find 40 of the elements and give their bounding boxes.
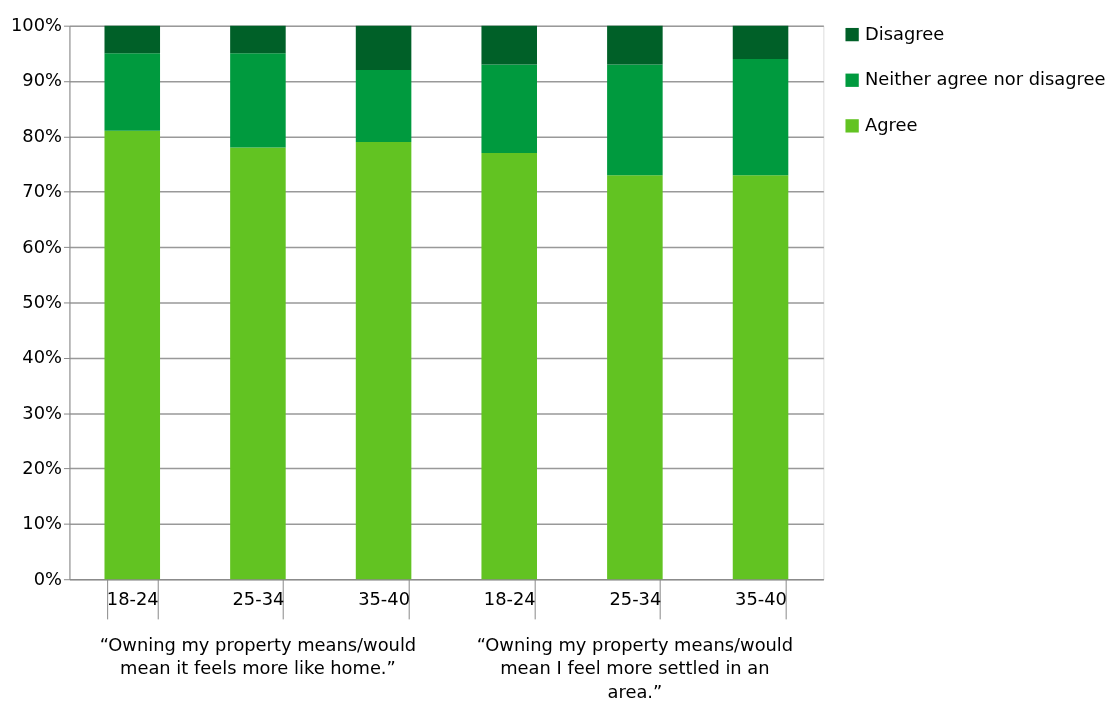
y-tick-label: 90% bbox=[22, 69, 62, 91]
bar bbox=[607, 175, 663, 580]
x-tick-label: 35-40 bbox=[358, 587, 410, 609]
bar bbox=[355, 25, 412, 70]
bar bbox=[607, 64, 663, 176]
x-tick-label: 25-34 bbox=[609, 587, 662, 609]
y-tick-label: 50% bbox=[22, 290, 62, 312]
legend-label: Disagree bbox=[865, 22, 945, 44]
bar bbox=[104, 25, 161, 54]
bar bbox=[607, 25, 663, 65]
y-tick-label: 30% bbox=[22, 401, 62, 423]
x-tick-label: 18-24 bbox=[483, 587, 536, 609]
x-tick-label: 35-40 bbox=[735, 587, 787, 609]
y-tick-label: 60% bbox=[22, 235, 62, 257]
bar bbox=[355, 141, 412, 580]
bar bbox=[732, 175, 789, 580]
y-tick-label: 80% bbox=[22, 124, 62, 146]
y-tick-label: 0% bbox=[33, 567, 62, 589]
legend-label: Neither agree nor disagree bbox=[865, 68, 1106, 90]
y-tick-label: 20% bbox=[22, 456, 62, 478]
bar bbox=[732, 58, 789, 176]
bar bbox=[355, 69, 412, 142]
bar bbox=[230, 147, 286, 580]
y-tick-label: 70% bbox=[22, 180, 62, 202]
bar bbox=[732, 25, 789, 59]
bar bbox=[230, 53, 286, 148]
bar bbox=[481, 25, 537, 65]
bar bbox=[481, 64, 537, 153]
y-tick-label: 10% bbox=[22, 512, 62, 534]
y-tick-label: 100% bbox=[10, 14, 62, 36]
x-tick-label: 18-24 bbox=[106, 587, 159, 609]
text: “Owning my property means/would mean I feel more settled in an area.” bbox=[476, 633, 794, 703]
y-tick-label: 40% bbox=[22, 346, 62, 368]
bar bbox=[481, 152, 537, 580]
bar bbox=[230, 25, 286, 54]
text: “Owning my property means/would mean it feels more like home.” bbox=[99, 633, 417, 679]
x-tick-label: 25-34 bbox=[232, 587, 285, 609]
bar bbox=[104, 53, 161, 131]
bar bbox=[104, 130, 161, 580]
legend-label: Agree bbox=[865, 113, 918, 135]
